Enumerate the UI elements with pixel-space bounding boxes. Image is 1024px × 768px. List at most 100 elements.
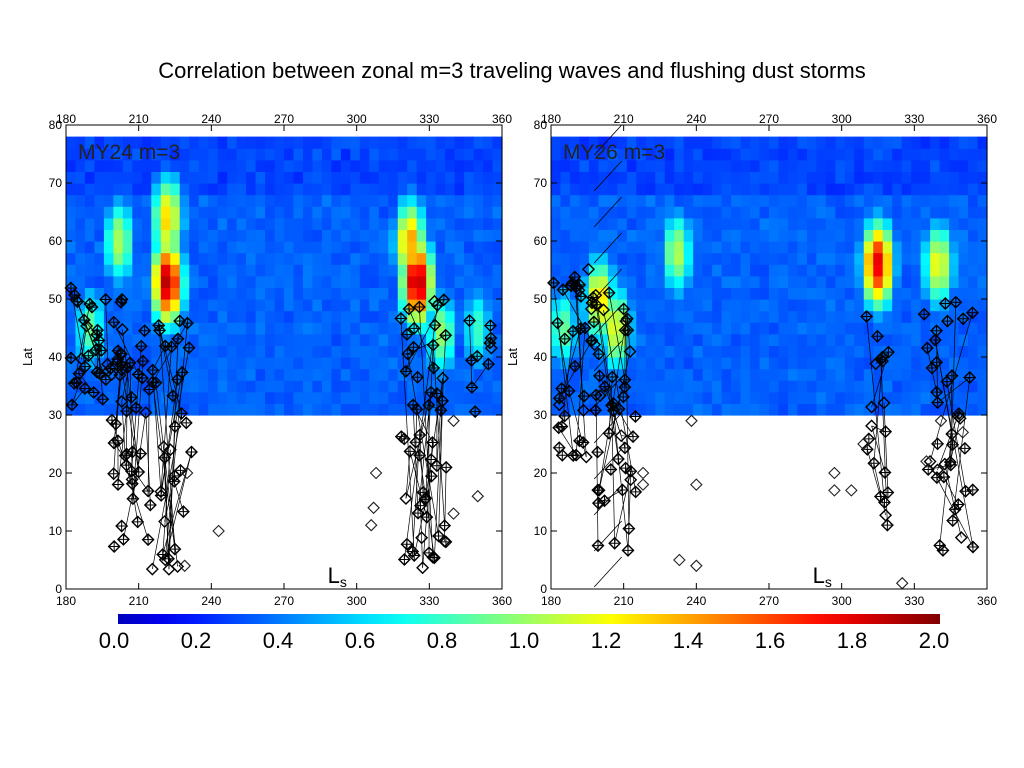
storm-diamond — [602, 286, 616, 300]
heatmap-cell — [75, 368, 86, 381]
heatmap-cell — [179, 148, 190, 161]
heatmap-cell — [198, 287, 209, 300]
heatmap-cell — [246, 391, 257, 404]
heatmap-cell — [958, 403, 969, 416]
heatmap-cell — [731, 299, 742, 312]
heatmap-cell — [939, 275, 950, 288]
heatmap-cell — [569, 380, 581, 393]
heatmap-cell — [265, 380, 276, 393]
heatmap-cell — [892, 264, 903, 277]
heatmap-cell — [274, 380, 285, 393]
heatmap-cell — [920, 368, 931, 381]
heatmap-cell — [882, 229, 893, 242]
heatmap-cell — [882, 322, 893, 335]
heatmap-cell — [416, 380, 427, 393]
heatmap-cell — [407, 194, 418, 207]
heatmap-cell — [598, 333, 609, 346]
heatmap-cell — [740, 206, 751, 219]
heatmap-cell — [189, 148, 200, 161]
heatmap-cell — [854, 171, 865, 184]
heatmap-cell — [340, 159, 351, 172]
heatmap-cell — [236, 206, 247, 219]
heatmap-cell — [588, 252, 599, 265]
storm-cross — [951, 297, 961, 307]
heatmap-cell — [825, 299, 836, 312]
storm-diamond — [134, 339, 148, 353]
heatmap-cell — [636, 252, 647, 265]
heatmap-cell — [246, 368, 257, 381]
heatmap-cell — [103, 229, 114, 242]
heatmap-cell — [454, 299, 465, 312]
storm-diamond — [411, 506, 425, 520]
heatmap-cell — [227, 148, 238, 161]
heatmap-cell — [160, 252, 171, 265]
heatmap-cell — [369, 310, 380, 323]
storm-cross — [622, 314, 632, 324]
storm-diamond — [424, 453, 438, 467]
heatmap-cell — [939, 345, 950, 358]
heatmap-cell — [84, 241, 96, 254]
heatmap-cell — [617, 391, 628, 404]
heatmap-cell — [759, 194, 770, 207]
storm-diamond — [175, 365, 189, 379]
heatmap-cell — [674, 322, 685, 335]
heatmap-cell — [284, 241, 295, 254]
heatmap-cell — [160, 299, 171, 312]
heatmap-cell — [920, 322, 931, 335]
heatmap-cell — [588, 159, 599, 172]
heatmap-cell — [806, 159, 817, 172]
heatmap-cell — [75, 252, 86, 265]
heatmap-cell — [284, 252, 295, 265]
heatmap-cell — [607, 345, 618, 358]
heatmap-cell — [464, 252, 475, 265]
heatmap-cell — [655, 357, 666, 370]
heatmap-cell — [227, 217, 238, 230]
heatmap-cell — [645, 380, 656, 393]
heatmap-cell — [873, 241, 884, 254]
heatmap-cell — [882, 241, 893, 254]
heatmap-cell — [236, 322, 247, 335]
heatmap-cell — [435, 322, 446, 335]
storm-diamond — [605, 370, 619, 384]
heatmap-cell — [778, 229, 789, 242]
heatmap-cell — [492, 217, 503, 230]
heatmap-cell — [473, 241, 484, 254]
heatmap-cell — [113, 217, 124, 230]
heatmap-cell — [569, 171, 581, 184]
storm-diamond — [965, 306, 979, 320]
heatmap-cell — [664, 380, 675, 393]
heatmap-cell — [797, 171, 808, 184]
heatmap-cell — [958, 206, 969, 219]
heatmap-cell — [66, 391, 77, 404]
heatmap-cell — [302, 333, 314, 346]
storm-cross — [399, 554, 409, 564]
heatmap-cell — [759, 136, 770, 149]
heatmap-cell — [208, 241, 219, 254]
heatmap-cell — [217, 148, 228, 161]
storm-diamond — [573, 322, 587, 336]
storm-cross — [935, 541, 945, 551]
heatmap-cell — [769, 299, 780, 312]
heatmap-cell — [454, 252, 465, 265]
heatmap-cell — [321, 357, 332, 370]
heatmap-cell — [227, 287, 238, 300]
heatmap-cell — [84, 391, 96, 404]
heatmap-cell — [84, 148, 96, 161]
heatmap-cell — [75, 241, 86, 254]
heatmap-cell — [397, 391, 408, 404]
heatmap-cell — [882, 275, 893, 288]
heatmap-cell — [797, 148, 808, 161]
heatmap-cell — [84, 206, 96, 219]
heatmap-cell — [426, 287, 437, 300]
storm-track — [70, 287, 86, 367]
heatmap-cell — [397, 403, 408, 416]
heatmap-cell — [825, 380, 836, 393]
heatmap-cell — [702, 333, 713, 346]
heatmap-cell — [769, 229, 780, 242]
heatmap-cell — [607, 299, 618, 312]
heatmap-cell — [854, 357, 865, 370]
heatmap-cell — [113, 275, 124, 288]
heatmap-cell — [321, 403, 332, 416]
heatmap-cell — [835, 241, 846, 254]
heatmap-cell — [312, 345, 323, 358]
